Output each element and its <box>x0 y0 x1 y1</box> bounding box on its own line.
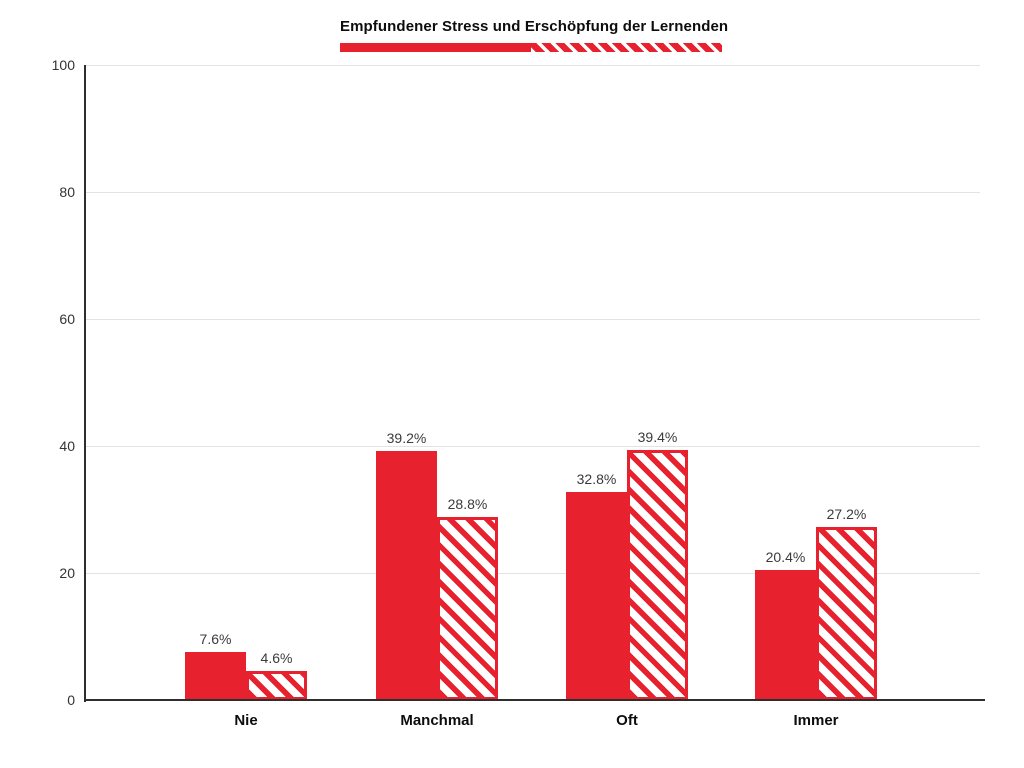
chart-header: Empfundener Stress und Erschöpfung der L… <box>340 18 729 52</box>
x-axis-category-label: Nie <box>234 712 258 729</box>
y-axis-tick-label: 0 <box>67 692 75 708</box>
y-axis-tick-label: 40 <box>59 438 75 454</box>
gridline <box>85 318 980 320</box>
bar-value-label: 20.4% <box>765 549 806 566</box>
legend <box>340 43 722 52</box>
bar-value-label: 7.6% <box>199 630 232 647</box>
bar-value-label: 27.2% <box>826 506 867 523</box>
x-axis-category-label: Immer <box>793 712 839 729</box>
y-axis-tick-label: 60 <box>59 311 75 327</box>
y-axis-tick-label: 80 <box>59 184 75 200</box>
legend-hatched-swatch <box>531 43 722 52</box>
bar-hatched-nie <box>246 670 307 700</box>
bar-value-label: 4.6% <box>260 649 293 666</box>
gridline <box>85 191 980 193</box>
x-axis-line <box>85 699 985 701</box>
gridline <box>85 445 980 447</box>
y-axis-tick-label: 100 <box>51 57 75 73</box>
gridline <box>85 572 980 574</box>
legend-solid-swatch <box>340 43 531 52</box>
bar-value-label: 39.4% <box>637 428 678 445</box>
bar-value-label: 32.8% <box>576 470 617 487</box>
bar-hatched-oft <box>627 449 688 700</box>
x-axis-category-label: Oft <box>616 712 638 729</box>
x-axis-category-label: Manchmal <box>400 712 474 729</box>
y-axis-line <box>84 65 86 702</box>
y-axis-tick-label: 20 <box>59 565 75 581</box>
gridline <box>85 64 980 66</box>
bar-solid-oft <box>566 491 627 700</box>
bar-solid-manchmal <box>376 451 437 700</box>
bar-solid-nie <box>185 651 246 700</box>
bar-value-label: 28.8% <box>447 496 488 513</box>
chart-title: Empfundener Stress und Erschöpfung der L… <box>340 18 729 35</box>
bar-solid-immer <box>755 570 816 700</box>
bar-hatched-manchmal <box>437 517 498 700</box>
bar-value-label: 39.2% <box>386 430 427 447</box>
bar-hatched-immer <box>816 527 877 700</box>
